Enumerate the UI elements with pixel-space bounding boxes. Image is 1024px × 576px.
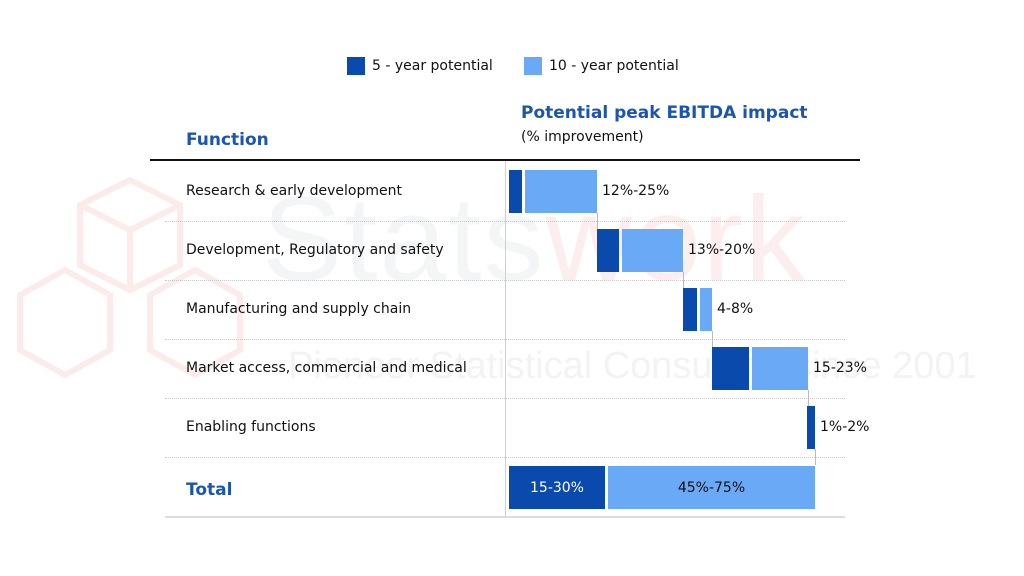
row-label: Manufacturing and supply chain: [186, 301, 412, 317]
row-label: Enabling functions: [186, 419, 316, 435]
connector-line: [815, 449, 816, 465]
bar-5-year: [597, 229, 619, 272]
bar-5-year: [712, 347, 749, 390]
watermark-tagline: Pioneer Statistical Consulting since 200…: [288, 345, 977, 387]
row-separator: [165, 221, 845, 222]
watermark-cube-logo-icon: [17, 176, 243, 379]
bar-10-year: [622, 229, 683, 272]
chart-title: Potential peak EBITDA impact: [521, 103, 808, 123]
header-rule: [150, 159, 860, 161]
connector-line: [683, 272, 684, 288]
range-label: 15-23%: [813, 360, 867, 376]
legend-label: 10 - year potential: [549, 58, 679, 74]
connector-line: [808, 390, 809, 406]
total-label: Total: [186, 480, 233, 500]
function-header: Function: [186, 130, 269, 150]
range-label: 12%-25%: [602, 183, 670, 199]
bar-10-year: [700, 288, 712, 331]
row-separator: [165, 280, 845, 281]
row-separator: [165, 339, 845, 340]
range-label: 1%-2%: [820, 419, 870, 435]
bar-5-year: [683, 288, 697, 331]
bottom-rule: [165, 516, 845, 518]
legend-label: 5 - year potential: [372, 58, 493, 74]
row-label: Research & early development: [186, 183, 402, 199]
range-label: 13%-20%: [688, 242, 756, 258]
bar-5-year: [509, 170, 522, 213]
bar-5-year: [807, 406, 815, 449]
row-separator: [165, 457, 845, 458]
connector-line: [712, 331, 713, 347]
bar-10-year: [525, 170, 597, 213]
range-label: 4-8%: [717, 301, 754, 317]
legend-10-year: 10 - year potential: [524, 57, 679, 75]
row-label: Market access, commercial and medical: [186, 360, 467, 376]
row-label: Development, Regulatory and safety: [186, 242, 444, 258]
legend-5-year: 5 - year potential: [347, 57, 493, 75]
row-separator: [165, 398, 845, 399]
legend-swatch-10-year: [524, 57, 542, 75]
legend-swatch-5-year: [347, 57, 365, 75]
bar-10-year: [752, 347, 808, 390]
total-bar-5-year: 15-30%: [509, 466, 605, 509]
connector-line: [597, 213, 598, 229]
total-bar-10-year: 45%-75%: [608, 466, 815, 509]
chart-subtitle: (% improvement): [521, 129, 644, 145]
